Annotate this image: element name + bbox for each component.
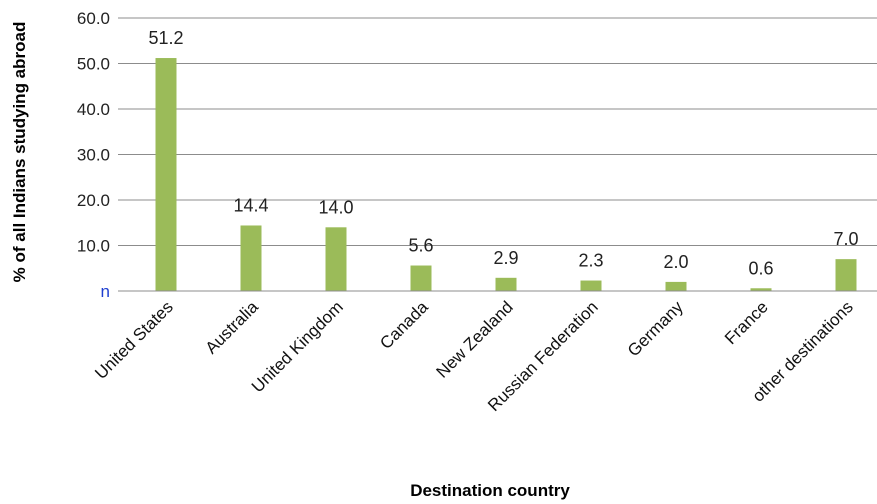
bar (665, 281, 687, 291)
data-label: 2.0 (663, 252, 688, 272)
data-labels: 51.2 14.4 14.0 5.6 2.9 2.3 2.0 0.6 7.0 (148, 28, 858, 278)
data-label: 14.0 (318, 197, 353, 217)
y-tick-label: 50.0 (77, 55, 110, 74)
bar (580, 280, 602, 291)
bar (240, 225, 262, 291)
gridlines (118, 17, 877, 246)
data-label: 5.6 (408, 236, 433, 256)
x-tick-label: New Zealand (433, 297, 517, 381)
bar (750, 288, 772, 291)
bar (410, 265, 432, 291)
data-label: 51.2 (148, 28, 183, 48)
y-tick-label: 60.0 (77, 9, 110, 28)
bar (325, 227, 347, 291)
bar (835, 259, 857, 291)
x-tick-label: Canada (376, 297, 432, 353)
data-label: 0.6 (748, 258, 773, 278)
bar (155, 58, 177, 291)
x-tick-label: France (721, 297, 772, 348)
x-tick-label: United States (91, 297, 177, 383)
bar (495, 277, 517, 291)
data-label: 2.9 (493, 248, 518, 268)
y-axis-ticks: n 10.0 20.0 30.0 40.0 50.0 60.0 (77, 9, 110, 301)
x-tick-label: Germany (624, 297, 687, 360)
y-tick-label: 20.0 (77, 191, 110, 210)
x-tick-label: United Kingdom (248, 297, 347, 396)
y-tick-label: 10.0 (77, 237, 110, 256)
data-label: 7.0 (833, 229, 858, 249)
data-label: 14.4 (233, 195, 268, 215)
y-axis-title: % of all Indians studying abroad (10, 22, 29, 283)
y-tick-label: 40.0 (77, 100, 110, 119)
x-tick-label: Australia (202, 297, 263, 358)
y-tick-label: n (101, 282, 110, 301)
y-tick-label: 30.0 (77, 146, 110, 165)
x-axis-title: Destination country (410, 481, 570, 500)
bar-series (155, 58, 857, 291)
data-label: 2.3 (578, 251, 603, 271)
